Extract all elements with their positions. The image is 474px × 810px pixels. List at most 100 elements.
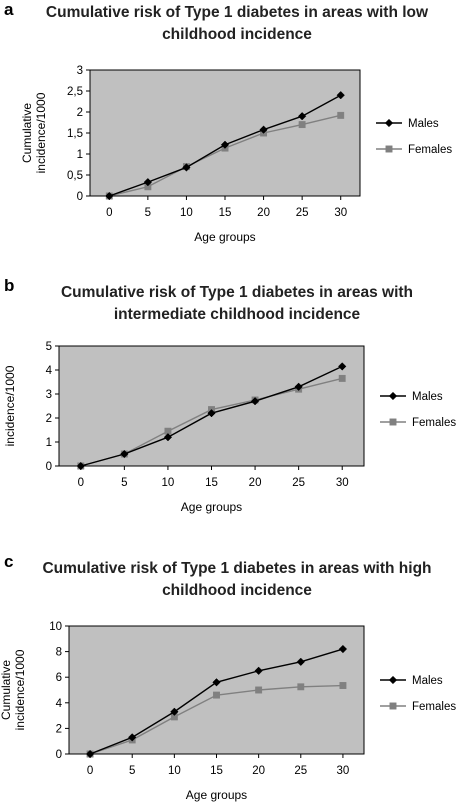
data-point (296, 657, 305, 666)
legend-marker (388, 391, 398, 401)
chart-title-line: childhood incidence (162, 26, 312, 43)
data-point (105, 191, 114, 201)
x-tick-label: 25 (296, 207, 309, 219)
panel-label: c (4, 552, 14, 571)
legend-label: Females (408, 144, 452, 156)
chart-title-line: Cumulative risk of Type 1 diabetes in ar… (45, 4, 429, 21)
legend-label: Females (412, 701, 456, 713)
legend-marker (389, 702, 397, 710)
legend-marker (385, 145, 393, 153)
y-axis-label-line: Cumulative (0, 376, 3, 436)
line-chart: 0 1 2 3 4 5 0 5 10 15 20 25 30 Age groups Cumulativein… (0, 341, 456, 514)
data-point (220, 140, 230, 149)
chart-title: Cumulative risk of Type 1 diabetes in ar… (0, 2, 474, 46)
x-tick-label: 20 (249, 477, 262, 489)
y-axis-label-line: incidence/1000 (3, 365, 17, 446)
chart-title-line: childhood incidence (162, 582, 312, 599)
data-point (338, 644, 348, 654)
x-tick-label: 20 (257, 207, 270, 219)
data-point (212, 678, 221, 687)
y-tick-label: 3 (77, 65, 83, 77)
y-tick-label: 2 (77, 107, 83, 119)
x-axis-label: Age groups (194, 230, 255, 244)
x-tick-label: 10 (168, 765, 181, 777)
legend-label: Females (412, 417, 456, 429)
data-point (259, 125, 268, 134)
y-axis-label: Cumulativeincidence/1000 (20, 92, 48, 173)
data-point (254, 666, 263, 675)
y-axis-label: Cumulativeincidence/1000 (0, 365, 17, 446)
chart-title-line: Cumulative risk of Type 1 diabetes in ar… (42, 560, 432, 577)
chart-title: Cumulative risk of Type 1 diabetes in ar… (0, 558, 474, 602)
y-tick-label: 6 (56, 672, 62, 684)
y-tick-label: 2,5 (67, 86, 83, 98)
data-point (207, 409, 216, 418)
chart-title: Cumulative risk of Type 1 diabetes in ar… (0, 282, 474, 326)
y-tick-label: 2 (56, 723, 62, 735)
panel-b: b Cumulative risk of Type 1 diabetes in … (0, 276, 474, 536)
data-point (128, 733, 137, 742)
data-point (338, 374, 346, 382)
x-tick-label: 5 (145, 207, 151, 219)
x-tick-label: 20 (252, 765, 265, 777)
line-chart: 0 2 4 6 8 10 0 5 10 15 20 25 30 Age groups Cumulativei… (0, 621, 456, 802)
data-point (143, 177, 153, 187)
data-point (338, 362, 347, 371)
panel-a: a Cumulative risk of Type 1 diabetes in … (0, 0, 474, 262)
data-point (250, 397, 260, 406)
y-axis-label: Cumulativeincidence/1000 (0, 649, 27, 730)
data-point (294, 382, 303, 391)
y-tick-label: 0 (46, 461, 52, 473)
legend-label: Males (412, 391, 443, 403)
y-tick-label: 0,5 (67, 170, 83, 182)
x-tick-label: 15 (210, 765, 223, 777)
legend-marker (388, 675, 398, 685)
y-tick-label: 4 (56, 698, 63, 710)
x-tick-label: 15 (219, 207, 232, 219)
y-tick-label: 3 (46, 389, 52, 401)
legend-marker (384, 118, 394, 128)
data-point (298, 121, 306, 129)
x-tick-label: 30 (337, 765, 350, 777)
y-tick-label: 4 (46, 365, 53, 377)
y-tick-label: 0 (77, 191, 83, 203)
legend-label: Males (408, 118, 439, 130)
panel-label: b (4, 276, 15, 295)
data-point (337, 111, 345, 119)
y-tick-label: 0 (56, 749, 62, 761)
y-axis-label-line: incidence/1000 (13, 649, 27, 730)
data-point (213, 691, 220, 699)
y-axis-label-line: Cumulative (0, 660, 13, 720)
data-point (339, 682, 347, 689)
y-tick-label: 2 (46, 413, 52, 425)
x-axis-label: Age groups (181, 500, 242, 514)
x-axis-label: Age groups (186, 788, 247, 802)
x-tick-label: 5 (121, 477, 127, 489)
data-point (170, 707, 179, 716)
x-tick-label: 25 (292, 477, 305, 489)
x-tick-label: 30 (336, 477, 349, 489)
data-point (163, 433, 173, 442)
y-tick-label: 1 (46, 437, 52, 449)
data-point (255, 686, 263, 694)
legend-label: Males (412, 675, 443, 687)
y-tick-label: 5 (46, 341, 52, 353)
x-tick-label: 30 (334, 207, 347, 219)
x-tick-label: 0 (87, 765, 93, 777)
x-tick-label: 0 (78, 477, 84, 489)
y-tick-label: 10 (49, 621, 62, 633)
y-tick-label: 8 (56, 647, 62, 659)
data-point (182, 163, 191, 172)
y-tick-label: 1,5 (67, 128, 83, 140)
plot-area (58, 345, 365, 467)
x-tick-label: 10 (180, 207, 193, 219)
panel-c: c Cumulative risk of Type 1 diabetes in … (0, 552, 474, 810)
chart-title-line: intermediate childhood incidence (113, 306, 361, 323)
data-point (297, 683, 305, 691)
data-point (297, 112, 307, 121)
x-tick-label: 10 (162, 477, 175, 489)
data-point (120, 449, 129, 459)
y-axis-label-line: Cumulative (20, 103, 34, 163)
x-tick-label: 25 (294, 765, 307, 777)
